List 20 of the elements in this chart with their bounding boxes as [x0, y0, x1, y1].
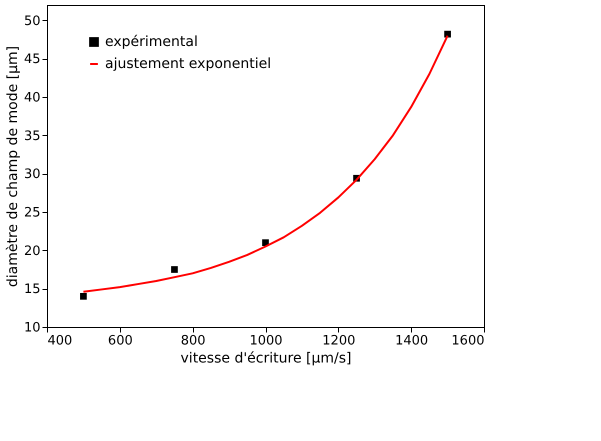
- y-axis-title: diamètre de champ de mode [µm]: [4, 46, 21, 288]
- y-tick-label: 25: [24, 206, 40, 220]
- y-tick-label: 20: [24, 244, 40, 259]
- legend-label: expérimental: [105, 34, 198, 50]
- x-tick-label: 1400: [395, 334, 428, 348]
- x-tick-label: 1000: [249, 334, 283, 348]
- y-tick-label: 35: [24, 128, 40, 144]
- x-tick-label: 1200: [322, 334, 356, 348]
- y-tick-label: 30: [24, 167, 40, 182]
- x-axis-title: vitesse d'écriture [µm/s]: [180, 350, 352, 366]
- x-tick-label: 800: [180, 334, 206, 348]
- x-tick-label: 600: [108, 334, 133, 348]
- y-tick-label: 40: [24, 90, 40, 106]
- y-tick-label: 15: [24, 282, 40, 298]
- y-tick-label: 50: [24, 14, 40, 29]
- legend-label: ajustement exponentiel: [105, 56, 272, 72]
- x-tick-label: 1600: [451, 334, 484, 348]
- x-tick-label: 400: [48, 334, 72, 348]
- y-tick-label: 45: [24, 52, 40, 68]
- y-tick-label: 10: [24, 320, 40, 336]
